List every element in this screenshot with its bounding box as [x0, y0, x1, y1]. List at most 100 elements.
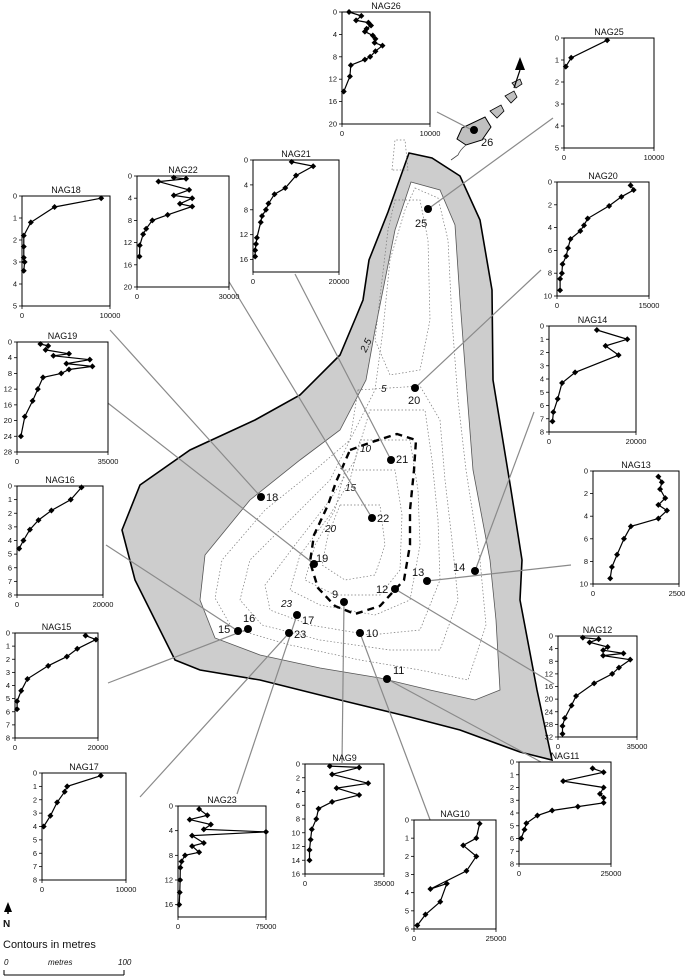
y-tick-label: 32: [545, 733, 553, 742]
data-point: [17, 433, 24, 440]
data-point: [333, 785, 340, 792]
y-tick-label: 2: [584, 489, 588, 498]
data-point: [600, 784, 607, 791]
data-point: [600, 647, 607, 654]
data-point: [559, 379, 566, 386]
y-tick-label: 2: [296, 773, 300, 782]
y-tick-label: 20: [124, 283, 132, 292]
chart-title: NAG9: [332, 753, 357, 763]
y-tick-label: 7: [33, 862, 37, 871]
y-tick-label: 4: [8, 353, 12, 362]
data-point: [347, 62, 354, 69]
y-tick-label: 16: [292, 870, 300, 879]
y-tick-label: 20: [545, 695, 553, 704]
data-point: [414, 922, 421, 929]
data-point: [627, 182, 634, 189]
data-point: [630, 186, 637, 193]
x-tick-label: 35000: [98, 457, 119, 466]
data-point: [164, 211, 171, 218]
data-point: [282, 185, 289, 191]
data-point: [614, 551, 621, 558]
data-point: [26, 526, 33, 533]
data-point: [63, 653, 70, 660]
y-tick-label: 16: [124, 260, 132, 269]
y-tick-label: 8: [548, 269, 552, 278]
data-point: [600, 794, 607, 801]
y-tick-label: 2: [555, 78, 559, 87]
outlet-stream: [450, 144, 467, 161]
data-point: [329, 771, 336, 778]
y-tick-label: 3: [13, 258, 17, 267]
deepest-contour: [308, 432, 418, 616]
y-tick-label: 4: [405, 888, 409, 897]
chart-frame: [14, 632, 99, 739]
data-point: [620, 535, 627, 542]
data-point: [615, 352, 622, 359]
data-point: [140, 231, 147, 238]
data-point: [20, 243, 27, 250]
y-tick-label: 5: [13, 302, 17, 311]
y-tick-label: 16: [545, 682, 553, 691]
data-point: [252, 247, 259, 254]
site-label: 9: [332, 589, 338, 601]
north-arrow: N: [3, 902, 12, 930]
data-point: [196, 806, 203, 813]
chart-title: NAG21: [281, 149, 311, 159]
data-point: [600, 799, 607, 806]
data-point: [604, 37, 611, 44]
chart-title: NAG11: [551, 751, 580, 761]
y-tick-label: 1: [405, 834, 409, 843]
small-lake-2: [504, 90, 518, 104]
leader-line: [236, 614, 298, 795]
data-point: [559, 730, 566, 737]
leader-lines: [103, 111, 572, 826]
chart-frame: [557, 635, 638, 738]
data-point: [74, 645, 81, 652]
data-point: [149, 217, 156, 224]
data-point: [369, 32, 376, 39]
x-tick-label: 25000: [601, 869, 622, 878]
y-tick-label: 1: [13, 214, 17, 223]
data-point: [427, 886, 434, 893]
y-tick-label: 1: [555, 56, 559, 65]
chart-frame: [16, 341, 109, 453]
y-tick-label: 8: [296, 815, 300, 824]
x-tick-label: 10000: [100, 311, 121, 320]
y-tick-label: 6: [548, 246, 552, 255]
y-tick-label: 3: [510, 796, 514, 805]
y-tick-label: 3: [540, 361, 544, 370]
sampling-sites: 9 10 11 12 13 14 15 16 17 18 19 20 21 22 23 25 26: [218, 126, 493, 683]
y-tick-label: 6: [6, 707, 10, 716]
site-marker: [310, 560, 318, 568]
site-marker: [424, 205, 432, 213]
data-point: [20, 232, 27, 239]
y-tick-label: 2: [6, 655, 10, 664]
data-point: [521, 826, 528, 833]
y-tick-label: 4: [296, 787, 300, 796]
contour-label: 20: [324, 524, 337, 535]
site-marker: [356, 629, 364, 637]
data-point: [422, 911, 429, 918]
data-point: [627, 656, 634, 663]
chart-title: NAG14: [578, 315, 608, 325]
chart-frame: [548, 325, 637, 433]
depth-profile-chart: NAG23 0 4 8 12 16 0 75000: [165, 795, 277, 931]
y-tick-label: 4: [8, 536, 12, 545]
y-tick-label: 28: [4, 448, 12, 457]
site-label: 17: [302, 615, 314, 627]
y-tick-label: 0: [33, 769, 37, 778]
data-point: [51, 204, 58, 210]
x-tick-label: 0: [340, 129, 344, 138]
data-point: [554, 395, 561, 402]
site-label: 15: [218, 624, 230, 636]
y-tick-label: 12: [240, 230, 248, 239]
y-tick-label: 20: [4, 416, 12, 425]
site-marker: [368, 514, 376, 522]
scale-unit: metres: [48, 958, 72, 967]
data-point: [346, 9, 353, 15]
y-tick-label: 4: [244, 180, 248, 189]
y-tick-label: 12: [545, 669, 553, 678]
data-point: [64, 783, 71, 790]
